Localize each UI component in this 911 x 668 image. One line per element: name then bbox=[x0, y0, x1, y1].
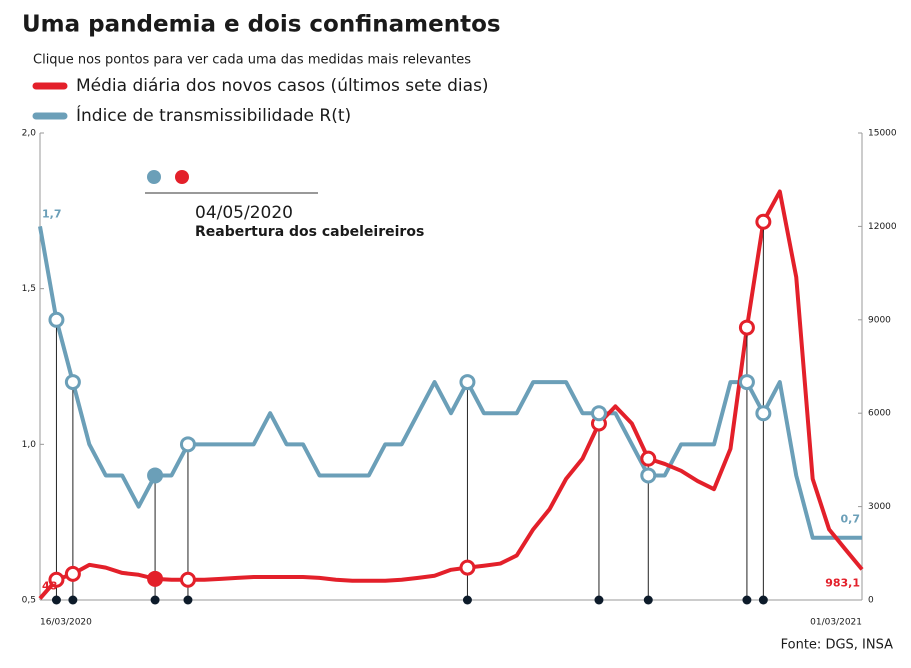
measure-point[interactable] bbox=[64, 565, 81, 582]
measure-point[interactable] bbox=[147, 467, 164, 484]
y2-tick-label: 6000 bbox=[868, 409, 891, 419]
measure-point[interactable] bbox=[755, 213, 772, 230]
x-tick-label: 16/03/2020 bbox=[40, 618, 92, 628]
axis-dot[interactable] bbox=[51, 595, 61, 605]
annotation-dot bbox=[147, 170, 161, 184]
y-tick-label: 1,5 bbox=[22, 284, 36, 294]
y2-tick-label: 0 bbox=[868, 596, 874, 606]
value-label: 48 bbox=[42, 580, 57, 593]
value-label: 983,1 bbox=[825, 576, 860, 589]
annotation-dot bbox=[175, 170, 189, 184]
axis-dot[interactable] bbox=[68, 595, 78, 605]
measure-point[interactable] bbox=[179, 436, 196, 453]
axis-dot[interactable] bbox=[758, 595, 768, 605]
measure-point[interactable] bbox=[755, 405, 772, 422]
measure-point[interactable] bbox=[147, 570, 164, 587]
measure-point[interactable] bbox=[590, 405, 607, 422]
measure-point[interactable] bbox=[640, 450, 657, 467]
measure-point[interactable] bbox=[459, 559, 476, 576]
legend-label: Média diária dos novos casos (últimos se… bbox=[76, 76, 489, 96]
measure-point[interactable] bbox=[179, 571, 196, 588]
axis-dot[interactable] bbox=[462, 595, 472, 605]
y-tick-label: 1,0 bbox=[22, 440, 37, 450]
axis-dot[interactable] bbox=[183, 595, 193, 605]
axis-dot[interactable] bbox=[742, 595, 752, 605]
y2-tick-label: 15000 bbox=[868, 129, 897, 139]
x-tick-label: 01/03/2021 bbox=[810, 618, 862, 628]
y-tick-label: 0,5 bbox=[22, 596, 36, 606]
measure-point[interactable] bbox=[64, 374, 81, 391]
y2-tick-label: 12000 bbox=[868, 222, 897, 232]
annotation-date: 04/05/2020 bbox=[195, 203, 293, 223]
measure-point[interactable] bbox=[48, 311, 65, 328]
measure-point[interactable] bbox=[48, 571, 65, 588]
measure-point[interactable] bbox=[738, 319, 755, 336]
legend-label: Índice de transmissibilidade R(t) bbox=[76, 104, 351, 126]
value-label: 0,7 bbox=[841, 513, 861, 526]
axis-dot[interactable] bbox=[594, 595, 604, 605]
axis-dot[interactable] bbox=[150, 595, 160, 605]
series-line bbox=[38, 226, 862, 540]
measure-point[interactable] bbox=[640, 467, 657, 484]
subtitle: Clique nos pontos para ver cada uma das … bbox=[33, 53, 471, 68]
y-tick-label: 2,0 bbox=[22, 129, 37, 139]
series-line bbox=[38, 189, 864, 600]
value-label: 1,7 bbox=[42, 207, 62, 220]
source: Fonte: DGS, INSA bbox=[781, 638, 893, 653]
y2-tick-label: 3000 bbox=[868, 502, 891, 512]
annotation-text: Reabertura dos cabeleireiros bbox=[195, 224, 424, 240]
measure-point[interactable] bbox=[738, 374, 755, 391]
measure-point[interactable] bbox=[459, 374, 476, 391]
axis-dot[interactable] bbox=[643, 595, 653, 605]
y2-tick-label: 9000 bbox=[868, 315, 891, 325]
chart-title: Uma pandemia e dois confinamentos bbox=[22, 12, 501, 38]
